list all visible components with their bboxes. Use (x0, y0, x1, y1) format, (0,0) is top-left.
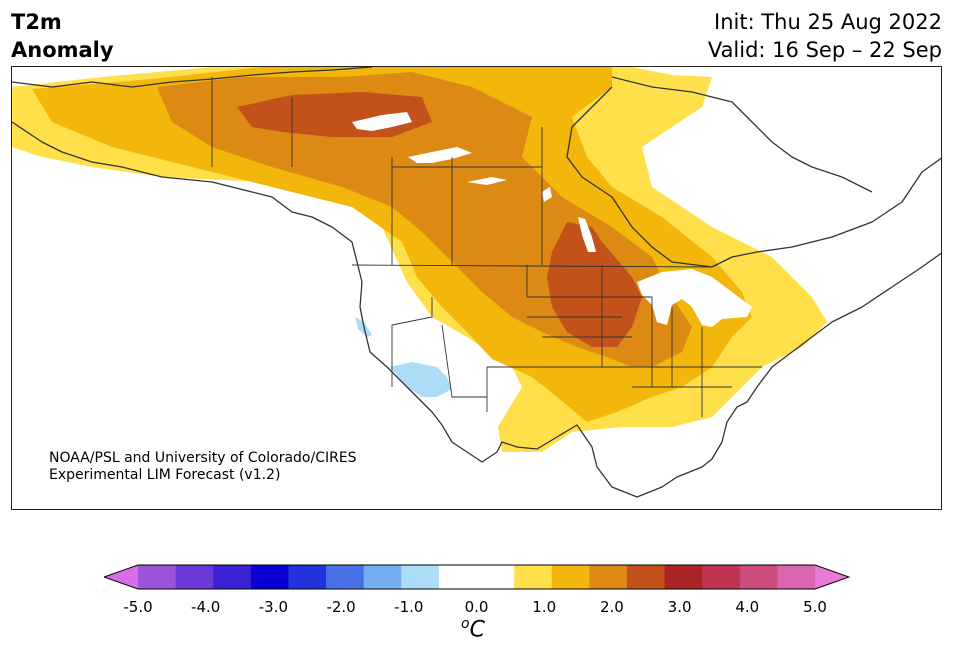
map-panel (11, 66, 942, 510)
colorbar-cell (589, 565, 628, 589)
anomaly-field-dark-orange-midwest (547, 222, 642, 347)
init-date: Init: Thu 25 Aug 2022 (714, 10, 942, 34)
coastlines (12, 67, 941, 498)
colorbar-cell (551, 565, 590, 589)
colorbar-cell (401, 565, 440, 589)
colorbar-tick-label: -1.0 (394, 598, 424, 616)
map-title: T2m Anomaly (11, 8, 114, 64)
colorbar-tick-label: -4.0 (191, 598, 221, 616)
state-province-borders (211, 77, 762, 417)
colorbar-tick-label: -5.0 (123, 598, 153, 616)
colorbar-cell (104, 565, 138, 589)
colorbar-cell (438, 565, 477, 589)
colorbar-cell (288, 565, 327, 589)
colorbar (104, 564, 850, 590)
colorbar-cell (702, 565, 741, 589)
colorbar-tick-label: 3.0 (667, 598, 692, 616)
colorbar-tick-label: -2.0 (326, 598, 356, 616)
colorbar-cell (250, 565, 289, 589)
colorbar-tick-labels: -5.0 -4.0 -3.0 -2.0 -1.0 0.0 1.0 2.0 3.0 4.0 5.0 (0, 598, 953, 618)
colorbar-cells (104, 565, 849, 589)
great-lakes (637, 269, 752, 327)
date-block: Init: Thu 25 Aug 2022 Valid: 16 Sep – 22… (708, 8, 942, 64)
colorbar-outline (104, 564, 850, 590)
colorbar-tick-label: 1.0 (532, 598, 557, 616)
title-line-2: Anomaly (11, 38, 114, 62)
colorbar-tick-label: -3.0 (258, 598, 289, 616)
units-sup: o (461, 616, 470, 632)
colorbar-cell (739, 565, 778, 589)
colorbar-cell (138, 565, 177, 589)
anomaly-map (12, 67, 941, 498)
colorbar-cell (626, 565, 666, 589)
title-line-1: T2m (11, 10, 62, 34)
colorbar-cell (514, 565, 553, 589)
colorbar-cell (815, 565, 849, 589)
colorbar-cell (664, 565, 703, 589)
units-base: C (469, 617, 485, 643)
colorbar-tick-label: 4.0 (735, 598, 760, 616)
colorbar-tick-label: 0.0 (464, 598, 489, 616)
colorbar-tick-label: 5.0 (803, 598, 827, 616)
colorbar-tick-label: 2.0 (599, 598, 624, 616)
colorbar-cell (326, 565, 365, 589)
colorbar-cell (175, 565, 214, 589)
colorbar-cell (777, 565, 816, 589)
lake-athabasca (467, 177, 507, 185)
anomaly-field-light-blue-west (390, 362, 452, 397)
credit-line-1: NOAA/PSL and University of Colorado/CIRE… (49, 450, 357, 466)
units-label: oC (461, 616, 485, 642)
lake-great-slave (408, 147, 472, 163)
colorbar-cell (476, 565, 515, 589)
colorbar-cell (213, 565, 252, 589)
lake-manitoba (578, 217, 596, 252)
credit-text: NOAA/PSL and University of Colorado/CIRE… (49, 450, 357, 484)
lake-great-bear (352, 112, 412, 131)
colorbar-cell (363, 565, 402, 589)
valid-date: Valid: 16 Sep – 22 Sep (707, 38, 942, 62)
credit-line-2: Experimental LIM Forecast (v1.2) (49, 467, 281, 483)
lake-winnipeg (542, 187, 552, 202)
